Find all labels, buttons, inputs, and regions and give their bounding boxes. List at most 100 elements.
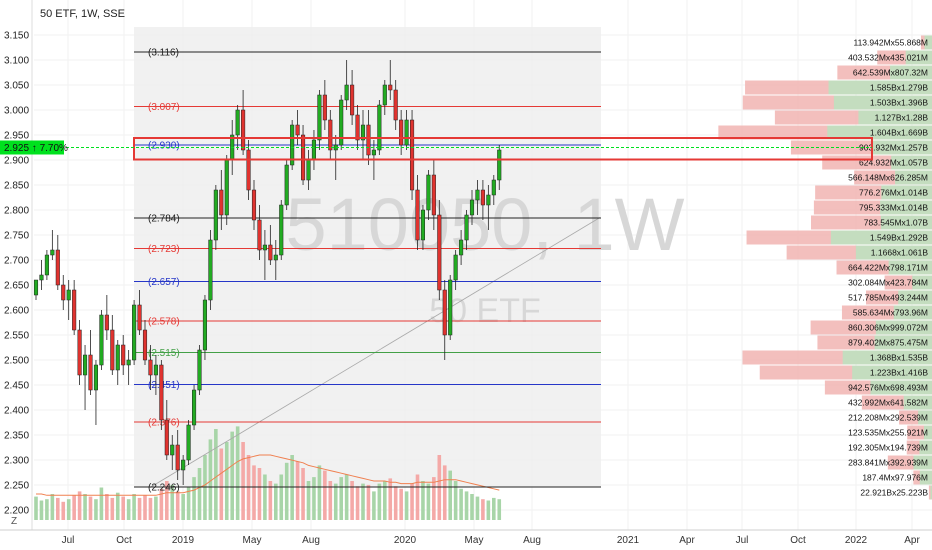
volume-bar (186, 487, 191, 520)
fib-label: (2.784) (148, 214, 180, 225)
highlight-zone[interactable] (133, 137, 873, 161)
volume-bar (208, 439, 213, 520)
volume-bar (192, 477, 196, 520)
candle (355, 105, 360, 150)
candle-body (148, 359, 153, 376)
price-tick-label: 2.650 (4, 281, 29, 292)
volume-bar (34, 496, 38, 520)
candle (153, 355, 158, 395)
time-axis[interactable]: Jul Oct 2019 May Aug 2020 May Aug 2021 Apr Jul Oct 2… (0, 529, 932, 546)
volume-profile-label: 642.539Mx807.32M (853, 68, 928, 78)
candle-body (339, 99, 344, 146)
volume-profile-label: 1.503Bx1.396B (870, 98, 928, 108)
volume-bar (492, 497, 496, 520)
volume-bar (344, 474, 349, 520)
volume-profile-up (875, 320, 932, 335)
candle (437, 200, 442, 300)
candle (486, 185, 491, 230)
candle (33, 279, 39, 300)
watermark-name: 50 ETF (429, 292, 540, 330)
candle-body (284, 164, 289, 206)
candle-body (355, 114, 360, 141)
candle (268, 225, 273, 265)
candle (469, 190, 475, 225)
volume-bar (121, 496, 125, 520)
candle-body (404, 119, 409, 146)
candle (192, 385, 197, 430)
volume-bar (88, 496, 93, 520)
price-tick-label: 2.850 (4, 181, 29, 192)
candle-body (186, 424, 191, 461)
volume-profile-label: 879.402Mx875.475M (848, 338, 928, 348)
candle (181, 455, 186, 485)
candle (99, 310, 104, 370)
candle-body (301, 134, 306, 181)
candle-body (377, 104, 382, 151)
candle-body (213, 189, 218, 241)
volume-bar (442, 465, 447, 520)
volume-profile-label: 1.1668x1.061B (871, 248, 929, 258)
candle-body (170, 444, 175, 456)
time-tick-label: Aug (302, 535, 320, 546)
volume-profile-row: 1.503Bx1.396B (742, 95, 932, 110)
candle (344, 60, 349, 110)
candle-body (77, 329, 82, 376)
volume-profile-label: 432.992Mx641.582M (848, 398, 928, 408)
time-tick-label: Aug (523, 535, 541, 546)
candle-body (241, 109, 246, 151)
candle (213, 185, 218, 250)
price-tag-background (0, 140, 64, 155)
candle-body (464, 214, 469, 241)
volume-bar (143, 495, 147, 520)
candle (257, 205, 262, 260)
volume-profile: 113.942Mx55.868M 403.532Mx435.021M 642.539… (718, 35, 932, 500)
price-axis[interactable]: 3.150 3.100 3.050 3.000 2.950 2.900 2.850 2.800… (4, 0, 33, 530)
price-tick-label: 2.350 (4, 431, 29, 442)
candle-body (415, 189, 420, 241)
candle-body (437, 214, 442, 291)
candle-body (366, 124, 371, 156)
volume-profile-up (890, 65, 932, 80)
candle-body (350, 84, 355, 116)
price-tick-label: 2.750 (4, 231, 29, 242)
volume-bar (372, 491, 376, 520)
volume-profile-label: 517.785Mx493.244M (848, 293, 928, 303)
volume-bar (110, 497, 115, 520)
candle-body (121, 344, 126, 366)
volume-profile-label: 302.084Mx423.784M (848, 278, 928, 288)
volume-profile-row: 1.127Bx1.28B (774, 110, 932, 125)
fib-label: (3.116) (148, 48, 179, 59)
candle-body (322, 94, 327, 121)
volume-bar (481, 499, 485, 520)
volume-profile-up (855, 245, 932, 260)
price-tick-label: 2.450 (4, 381, 29, 392)
volume-bar (399, 488, 403, 520)
candle (350, 70, 355, 125)
volume-profile-row: 585.634Mx793.96M (841, 305, 932, 320)
candle-body (104, 314, 109, 331)
volume-bar (421, 481, 425, 520)
volume-profile-up (905, 50, 932, 65)
volume-bar (132, 494, 136, 520)
candle (431, 160, 436, 230)
candle-body (410, 119, 415, 191)
candle-body (268, 244, 273, 261)
price-tick-label: 2.300 (4, 456, 29, 467)
candle-body (61, 284, 66, 301)
candle-body (50, 249, 55, 256)
candle-body (66, 289, 71, 301)
volume-bar (77, 491, 82, 520)
volume-profile-row: 942.576Mx698.493M (824, 380, 932, 395)
candle (393, 80, 398, 130)
candle-body (235, 109, 240, 136)
volume-bar (284, 462, 289, 520)
volume-profile-up (923, 425, 932, 440)
candle (420, 205, 425, 250)
candle-body (431, 174, 436, 216)
candle-body (295, 124, 300, 136)
volume-bar (148, 497, 153, 520)
price-tick-label: 2.600 (4, 306, 29, 317)
volume-profile-row: 1.585Bx1.279B (745, 80, 932, 95)
volume-bar (339, 477, 343, 520)
